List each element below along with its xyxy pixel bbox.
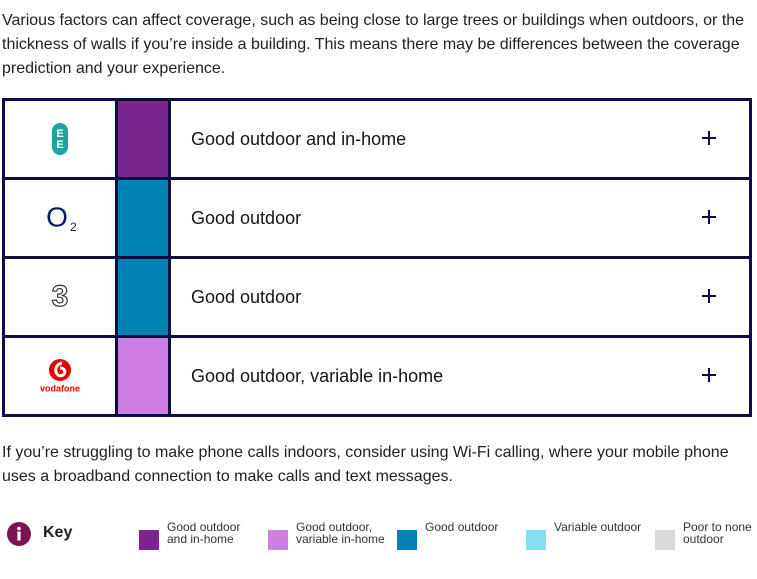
- coverage-swatch: [118, 259, 171, 335]
- key-swatch: [526, 530, 546, 550]
- key-label: Good outdoor: [425, 520, 499, 534]
- plus-icon: [702, 368, 716, 382]
- key-label: Poor to none outdoor: [683, 520, 752, 546]
- key-label: Variable outdoor: [554, 520, 642, 534]
- coverage-label: Good outdoor: [191, 208, 302, 228]
- logo-text: E: [56, 139, 63, 151]
- key-title: Key: [43, 524, 73, 541]
- coverage-label: Good outdoor, variable in-home: [191, 366, 444, 386]
- table-row: 3 Good outdoor: [5, 259, 749, 338]
- operator-logo: EE: [52, 123, 68, 155]
- key-swatch: [268, 530, 288, 550]
- expand-button[interactable]: [701, 209, 717, 225]
- expand-button[interactable]: [701, 288, 717, 304]
- plus-icon: [702, 131, 716, 145]
- coverage-swatch: [118, 180, 171, 256]
- logo-text: vodafone: [40, 383, 80, 393]
- coverage-swatch: [118, 101, 171, 177]
- table-row: E E Good outdoor and in-home: [5, 101, 749, 180]
- coverage-label: Good outdoor: [191, 287, 302, 307]
- coverage-table: E E Good outdoor and in-home O 2 Good outdoor…: [2, 98, 752, 417]
- operator-logo: vodafone: [40, 359, 80, 393]
- plus-icon: [702, 210, 716, 224]
- key-label: Good outdoor and in-home: [167, 520, 241, 546]
- table-row: vodafone Good outdoor, variable in-home: [5, 338, 749, 417]
- coverage-swatch: [118, 338, 171, 414]
- logo-text: O: [46, 201, 68, 232]
- logo-text: 2: [70, 220, 77, 234]
- intro-text: Various factors can affect coverage, suc…: [2, 12, 745, 77]
- logo-cell: 3: [5, 259, 118, 335]
- key-swatch: [139, 530, 159, 550]
- key-label: Good outdoor, variable in-home: [296, 520, 385, 546]
- key: Key Good outdoor and in-home Good outdoor…: [0, 518, 757, 578]
- logo-text: 3: [52, 280, 69, 313]
- logo-shape: [49, 359, 71, 381]
- expand-button[interactable]: [701, 367, 717, 383]
- outro-text: If you’re struggling to make phone calls…: [2, 444, 729, 485]
- table-row: O 2 Good outdoor: [5, 180, 749, 259]
- coverage-label: Good outdoor and in-home: [191, 129, 407, 149]
- logo-cell: vodafone: [5, 338, 118, 414]
- logo-shape: [54, 361, 67, 378]
- operator-logo: 3: [51, 279, 69, 313]
- expand-button[interactable]: [701, 130, 717, 146]
- plus-icon: [702, 289, 716, 303]
- logo-shape: [52, 123, 68, 155]
- key-swatch: [655, 530, 675, 550]
- info-icon: [7, 522, 31, 546]
- key-swatch: [397, 530, 417, 550]
- logo-text: E: [56, 128, 63, 140]
